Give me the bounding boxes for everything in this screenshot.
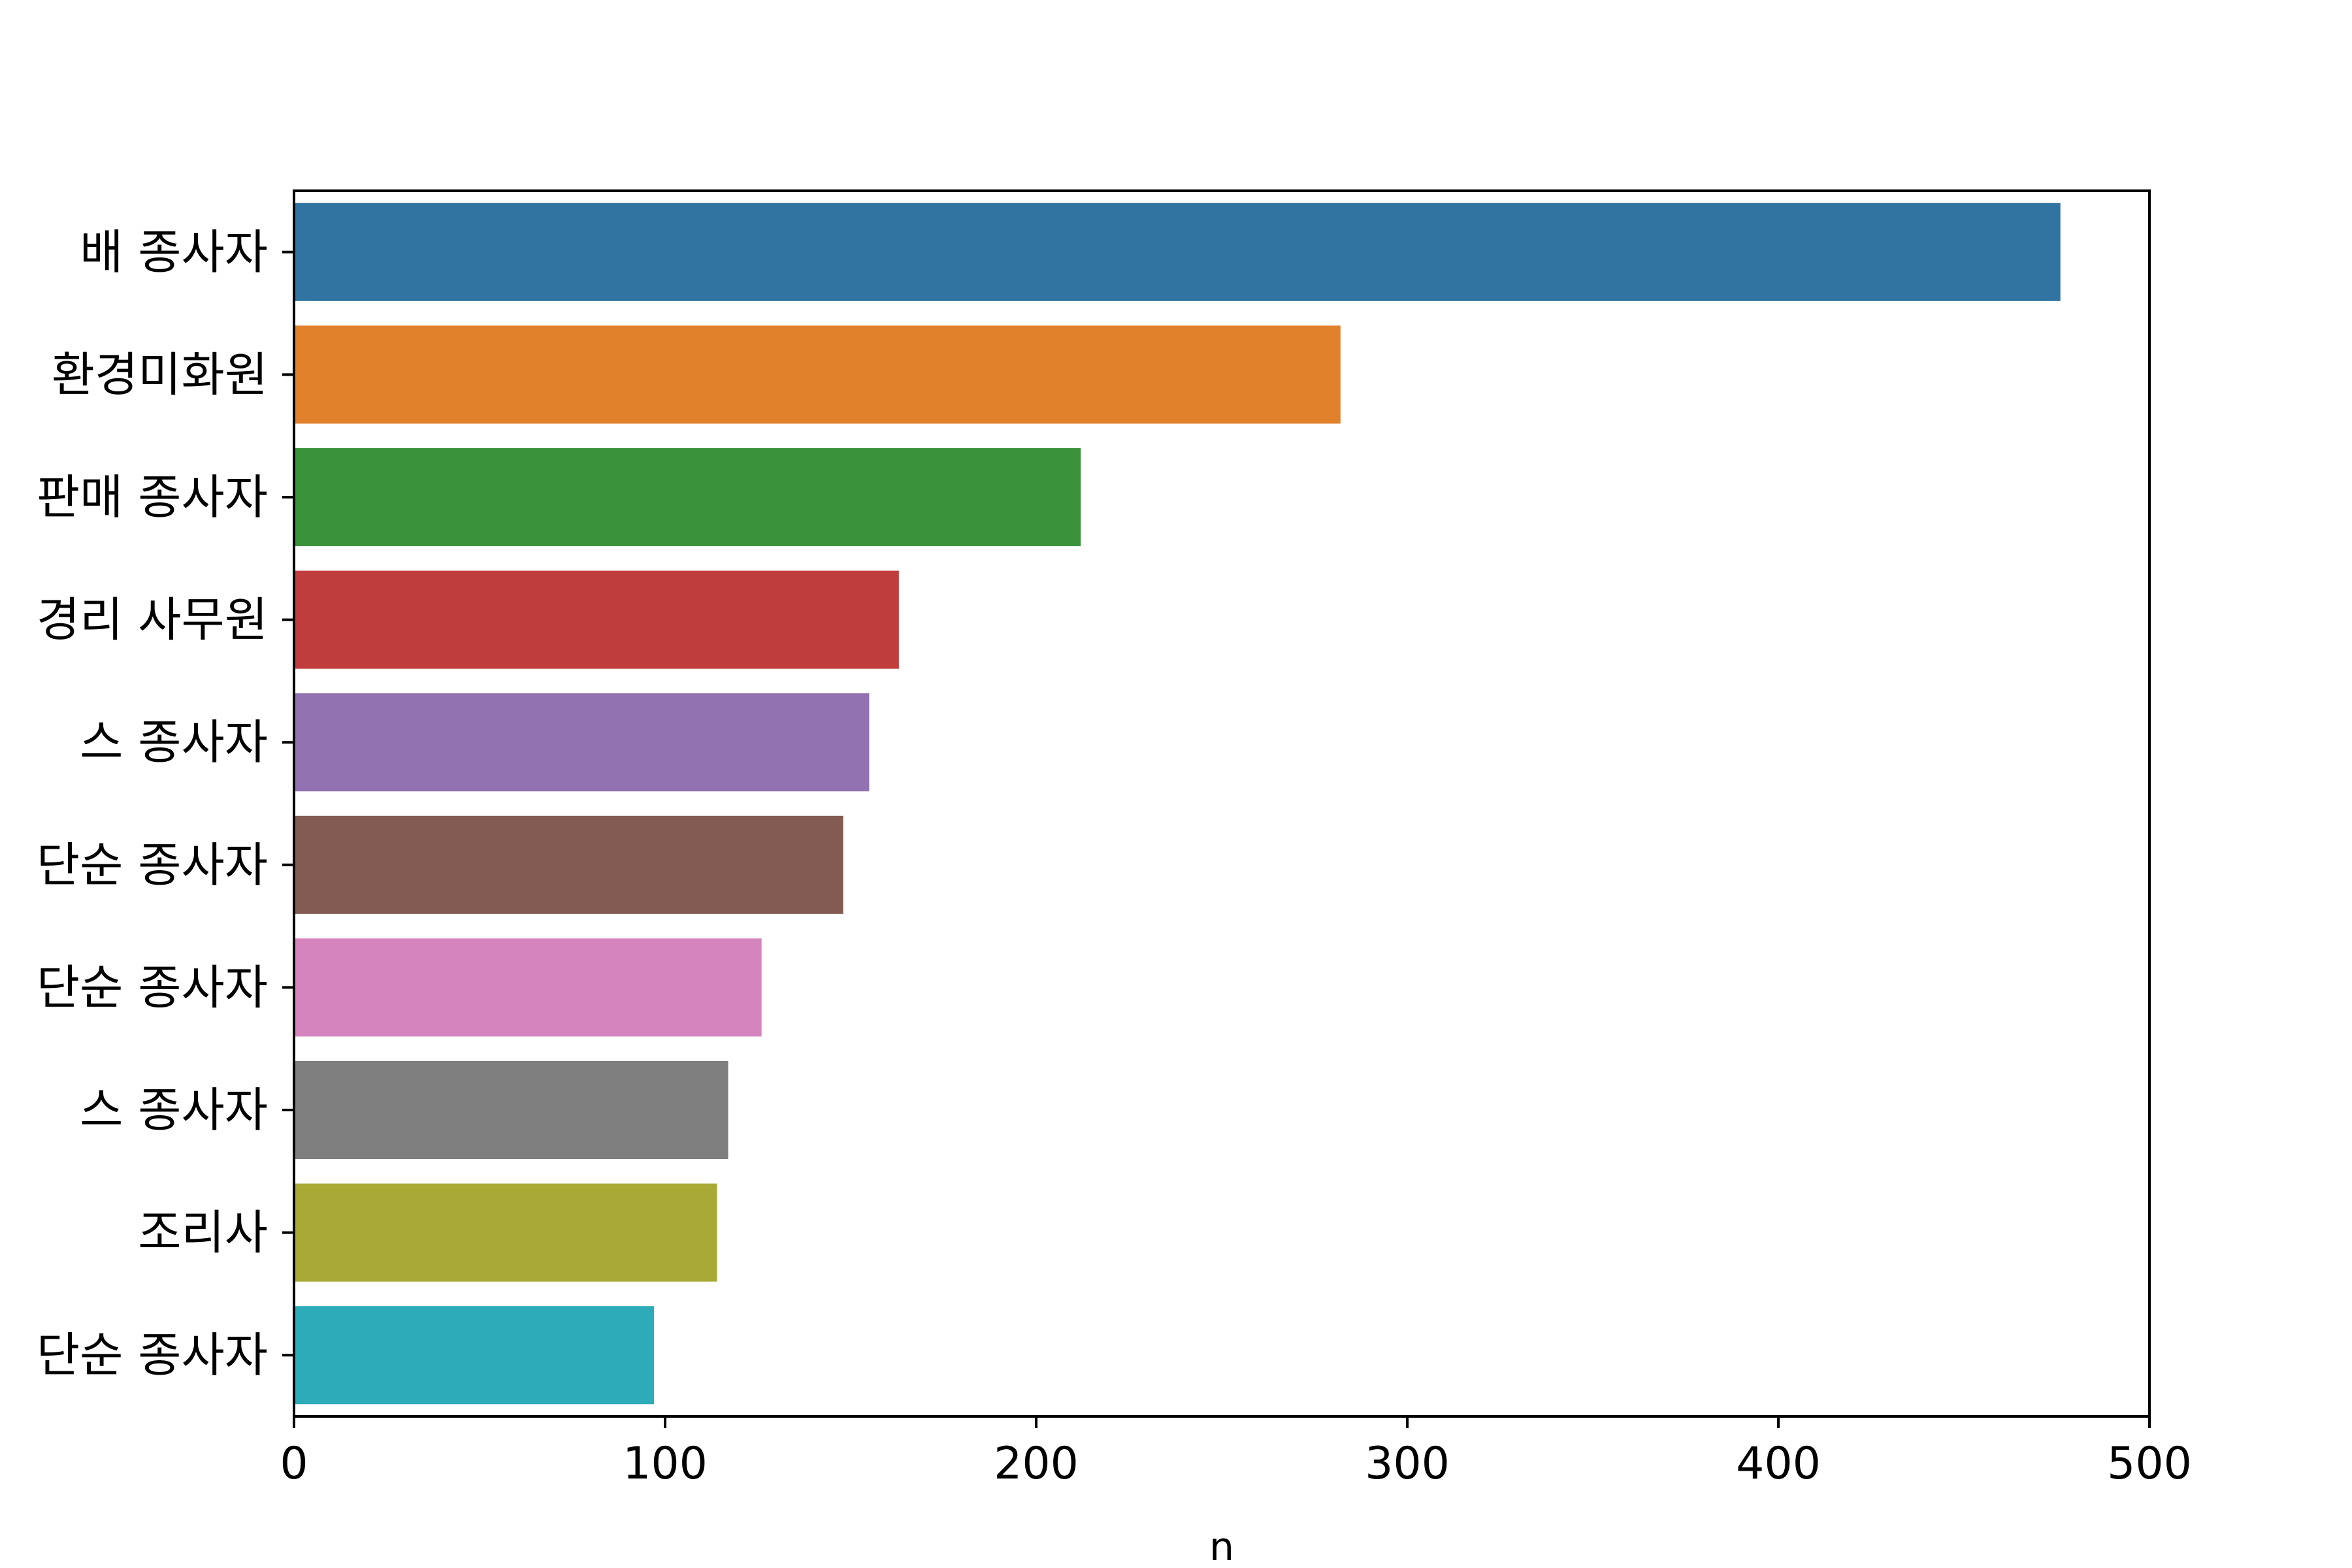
bar-4	[294, 693, 870, 792]
y-tick-label-9: 단순 종사자	[37, 1328, 268, 1382]
y-tick-label-5: 단순 종사자	[37, 838, 268, 892]
bar-5	[294, 815, 843, 914]
y-tick-label-3: 경리 사무원	[37, 593, 268, 647]
x-tick-label-0: 0	[280, 1438, 308, 1490]
bars-group	[294, 203, 2061, 1405]
bar-8	[294, 1183, 717, 1282]
bar-3	[294, 570, 899, 669]
bar-0	[294, 203, 2061, 301]
bar-1	[294, 325, 1341, 424]
bar-9	[294, 1306, 654, 1405]
bar-2	[294, 448, 1081, 547]
bar-6	[294, 938, 762, 1037]
y-tick-label-6: 단순 종사자	[37, 960, 268, 1015]
x-axis-label: n	[1209, 1524, 1234, 1568]
x-tick-label-2: 200	[994, 1438, 1079, 1490]
y-tick-label-2: 판매 종사자	[37, 470, 268, 525]
y-tick-label-7: 스 종사자	[80, 1083, 268, 1137]
bar-7	[294, 1060, 728, 1160]
x-tick-label-4: 400	[1736, 1438, 1821, 1490]
plot-frame	[293, 189, 2151, 1418]
y-tick-label-0: 배 종사자	[80, 225, 268, 280]
x-tick-label-3: 300	[1365, 1438, 1450, 1490]
x-tick-label-1: 100	[623, 1438, 708, 1490]
y-tick-label-8: 조리사	[138, 1205, 268, 1260]
x-axis-ticks: 0 100 200 300 400 500	[280, 1416, 2192, 1490]
x-tick-label-5: 500	[2107, 1438, 2192, 1490]
y-tick-label-4: 스 종사자	[80, 715, 268, 770]
y-tick-label-1: 환경미화원	[52, 347, 268, 402]
